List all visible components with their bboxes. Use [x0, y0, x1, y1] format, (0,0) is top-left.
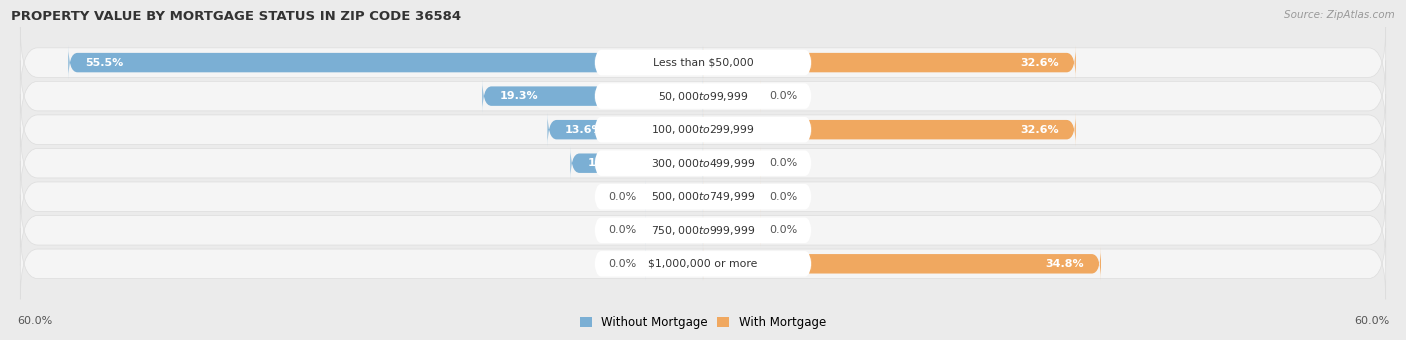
- FancyBboxPatch shape: [20, 27, 1386, 98]
- FancyBboxPatch shape: [703, 247, 1101, 281]
- Text: 13.6%: 13.6%: [565, 125, 603, 135]
- FancyBboxPatch shape: [703, 79, 761, 113]
- FancyBboxPatch shape: [703, 146, 761, 180]
- FancyBboxPatch shape: [595, 50, 811, 75]
- FancyBboxPatch shape: [20, 228, 1386, 299]
- Text: $1,000,000 or more: $1,000,000 or more: [648, 259, 758, 269]
- Text: 60.0%: 60.0%: [1354, 317, 1389, 326]
- Text: 32.6%: 32.6%: [1019, 125, 1059, 135]
- FancyBboxPatch shape: [595, 151, 811, 176]
- FancyBboxPatch shape: [703, 46, 1076, 80]
- Text: $100,000 to $299,999: $100,000 to $299,999: [651, 123, 755, 136]
- Text: $300,000 to $499,999: $300,000 to $499,999: [651, 157, 755, 170]
- FancyBboxPatch shape: [645, 213, 703, 248]
- FancyBboxPatch shape: [595, 251, 811, 276]
- Text: 0.0%: 0.0%: [769, 192, 797, 202]
- FancyBboxPatch shape: [595, 117, 811, 142]
- FancyBboxPatch shape: [547, 113, 703, 147]
- Text: Less than $50,000: Less than $50,000: [652, 57, 754, 68]
- FancyBboxPatch shape: [595, 218, 811, 243]
- FancyBboxPatch shape: [20, 94, 1386, 165]
- FancyBboxPatch shape: [595, 184, 811, 209]
- FancyBboxPatch shape: [69, 46, 703, 80]
- FancyBboxPatch shape: [20, 161, 1386, 232]
- Text: $500,000 to $749,999: $500,000 to $749,999: [651, 190, 755, 203]
- FancyBboxPatch shape: [703, 213, 761, 248]
- FancyBboxPatch shape: [482, 79, 703, 113]
- FancyBboxPatch shape: [20, 61, 1386, 132]
- Text: 19.3%: 19.3%: [499, 91, 538, 101]
- FancyBboxPatch shape: [20, 195, 1386, 266]
- FancyBboxPatch shape: [571, 146, 703, 180]
- FancyBboxPatch shape: [703, 180, 761, 214]
- FancyBboxPatch shape: [703, 113, 1076, 147]
- FancyBboxPatch shape: [595, 83, 811, 109]
- Text: 0.0%: 0.0%: [609, 192, 637, 202]
- Legend: Without Mortgage, With Mortgage: Without Mortgage, With Mortgage: [575, 311, 831, 334]
- Text: 0.0%: 0.0%: [769, 158, 797, 168]
- FancyBboxPatch shape: [645, 247, 703, 281]
- Text: 34.8%: 34.8%: [1045, 259, 1084, 269]
- Text: 32.6%: 32.6%: [1019, 57, 1059, 68]
- Text: 55.5%: 55.5%: [86, 57, 124, 68]
- Text: 0.0%: 0.0%: [769, 91, 797, 101]
- Text: $50,000 to $99,999: $50,000 to $99,999: [658, 90, 748, 103]
- Text: 0.0%: 0.0%: [609, 259, 637, 269]
- Text: 0.0%: 0.0%: [609, 225, 637, 235]
- Text: PROPERTY VALUE BY MORTGAGE STATUS IN ZIP CODE 36584: PROPERTY VALUE BY MORTGAGE STATUS IN ZIP…: [11, 10, 461, 23]
- FancyBboxPatch shape: [645, 180, 703, 214]
- Text: Source: ZipAtlas.com: Source: ZipAtlas.com: [1284, 10, 1395, 20]
- Text: 60.0%: 60.0%: [17, 317, 52, 326]
- FancyBboxPatch shape: [20, 128, 1386, 199]
- Text: 0.0%: 0.0%: [769, 225, 797, 235]
- Text: 11.6%: 11.6%: [588, 158, 626, 168]
- Text: $750,000 to $999,999: $750,000 to $999,999: [651, 224, 755, 237]
